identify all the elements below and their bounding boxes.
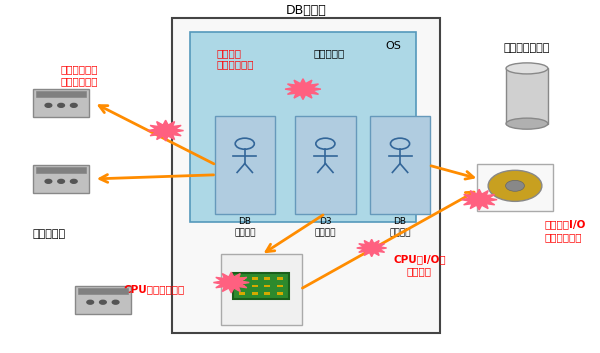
Circle shape	[70, 103, 77, 107]
Bar	[265, 292, 271, 295]
Circle shape	[58, 103, 64, 107]
FancyBboxPatch shape	[74, 286, 131, 313]
Bar	[506, 68, 548, 124]
Circle shape	[87, 300, 94, 304]
FancyBboxPatch shape	[370, 116, 430, 215]
Text: D3
プロセス: D3 プロセス	[314, 217, 336, 237]
Text: DB
プロセス: DB プロセス	[389, 217, 411, 237]
Bar	[277, 285, 283, 287]
Circle shape	[112, 300, 119, 304]
Text: ディスクI/O
ボトルネック: ディスクI/O ボトルネック	[545, 220, 586, 242]
FancyBboxPatch shape	[215, 116, 275, 215]
Bar	[265, 285, 271, 287]
Bar	[252, 277, 258, 280]
Polygon shape	[148, 120, 184, 141]
Text: DB
プロセス: DB プロセス	[234, 217, 256, 237]
Circle shape	[70, 179, 77, 183]
FancyBboxPatch shape	[190, 32, 416, 222]
FancyBboxPatch shape	[36, 91, 86, 97]
Circle shape	[488, 170, 542, 201]
Circle shape	[45, 103, 52, 107]
Bar	[277, 277, 283, 280]
Circle shape	[58, 179, 64, 183]
Ellipse shape	[506, 118, 548, 129]
Text: CPUボトルネック: CPUボトルネック	[123, 285, 184, 294]
Text: OS: OS	[386, 41, 401, 51]
FancyBboxPatch shape	[77, 288, 128, 294]
Bar	[239, 292, 245, 295]
Bar	[239, 285, 245, 287]
Circle shape	[100, 300, 106, 304]
Polygon shape	[285, 79, 321, 100]
Bar	[277, 292, 283, 295]
Ellipse shape	[506, 63, 548, 74]
Polygon shape	[461, 189, 497, 210]
Text: CPUとI/Oの
バランス: CPUとI/Oの バランス	[393, 254, 446, 276]
Text: 他サーバ群: 他サーバ群	[32, 229, 66, 239]
Text: ロックの
ボトルネック: ロックの ボトルネック	[217, 48, 254, 69]
Polygon shape	[214, 272, 249, 293]
Bar	[265, 277, 271, 280]
Text: ストレージ装置: ストレージ装置	[504, 43, 550, 53]
FancyBboxPatch shape	[478, 164, 553, 211]
FancyBboxPatch shape	[36, 167, 86, 173]
Text: 共有メモリ: 共有メモリ	[314, 48, 345, 58]
Circle shape	[506, 180, 524, 191]
Bar	[252, 292, 258, 295]
FancyBboxPatch shape	[33, 89, 89, 117]
FancyBboxPatch shape	[221, 254, 302, 325]
Text: DBサーバ: DBサーバ	[286, 4, 326, 17]
Bar	[252, 285, 258, 287]
Text: ネットワーク
ボトルネック: ネットワーク ボトルネック	[60, 64, 98, 86]
FancyBboxPatch shape	[33, 165, 89, 193]
Bar	[239, 277, 245, 280]
Circle shape	[45, 179, 52, 183]
FancyBboxPatch shape	[233, 273, 289, 299]
FancyBboxPatch shape	[295, 116, 356, 215]
Polygon shape	[357, 239, 386, 257]
FancyBboxPatch shape	[172, 18, 440, 333]
